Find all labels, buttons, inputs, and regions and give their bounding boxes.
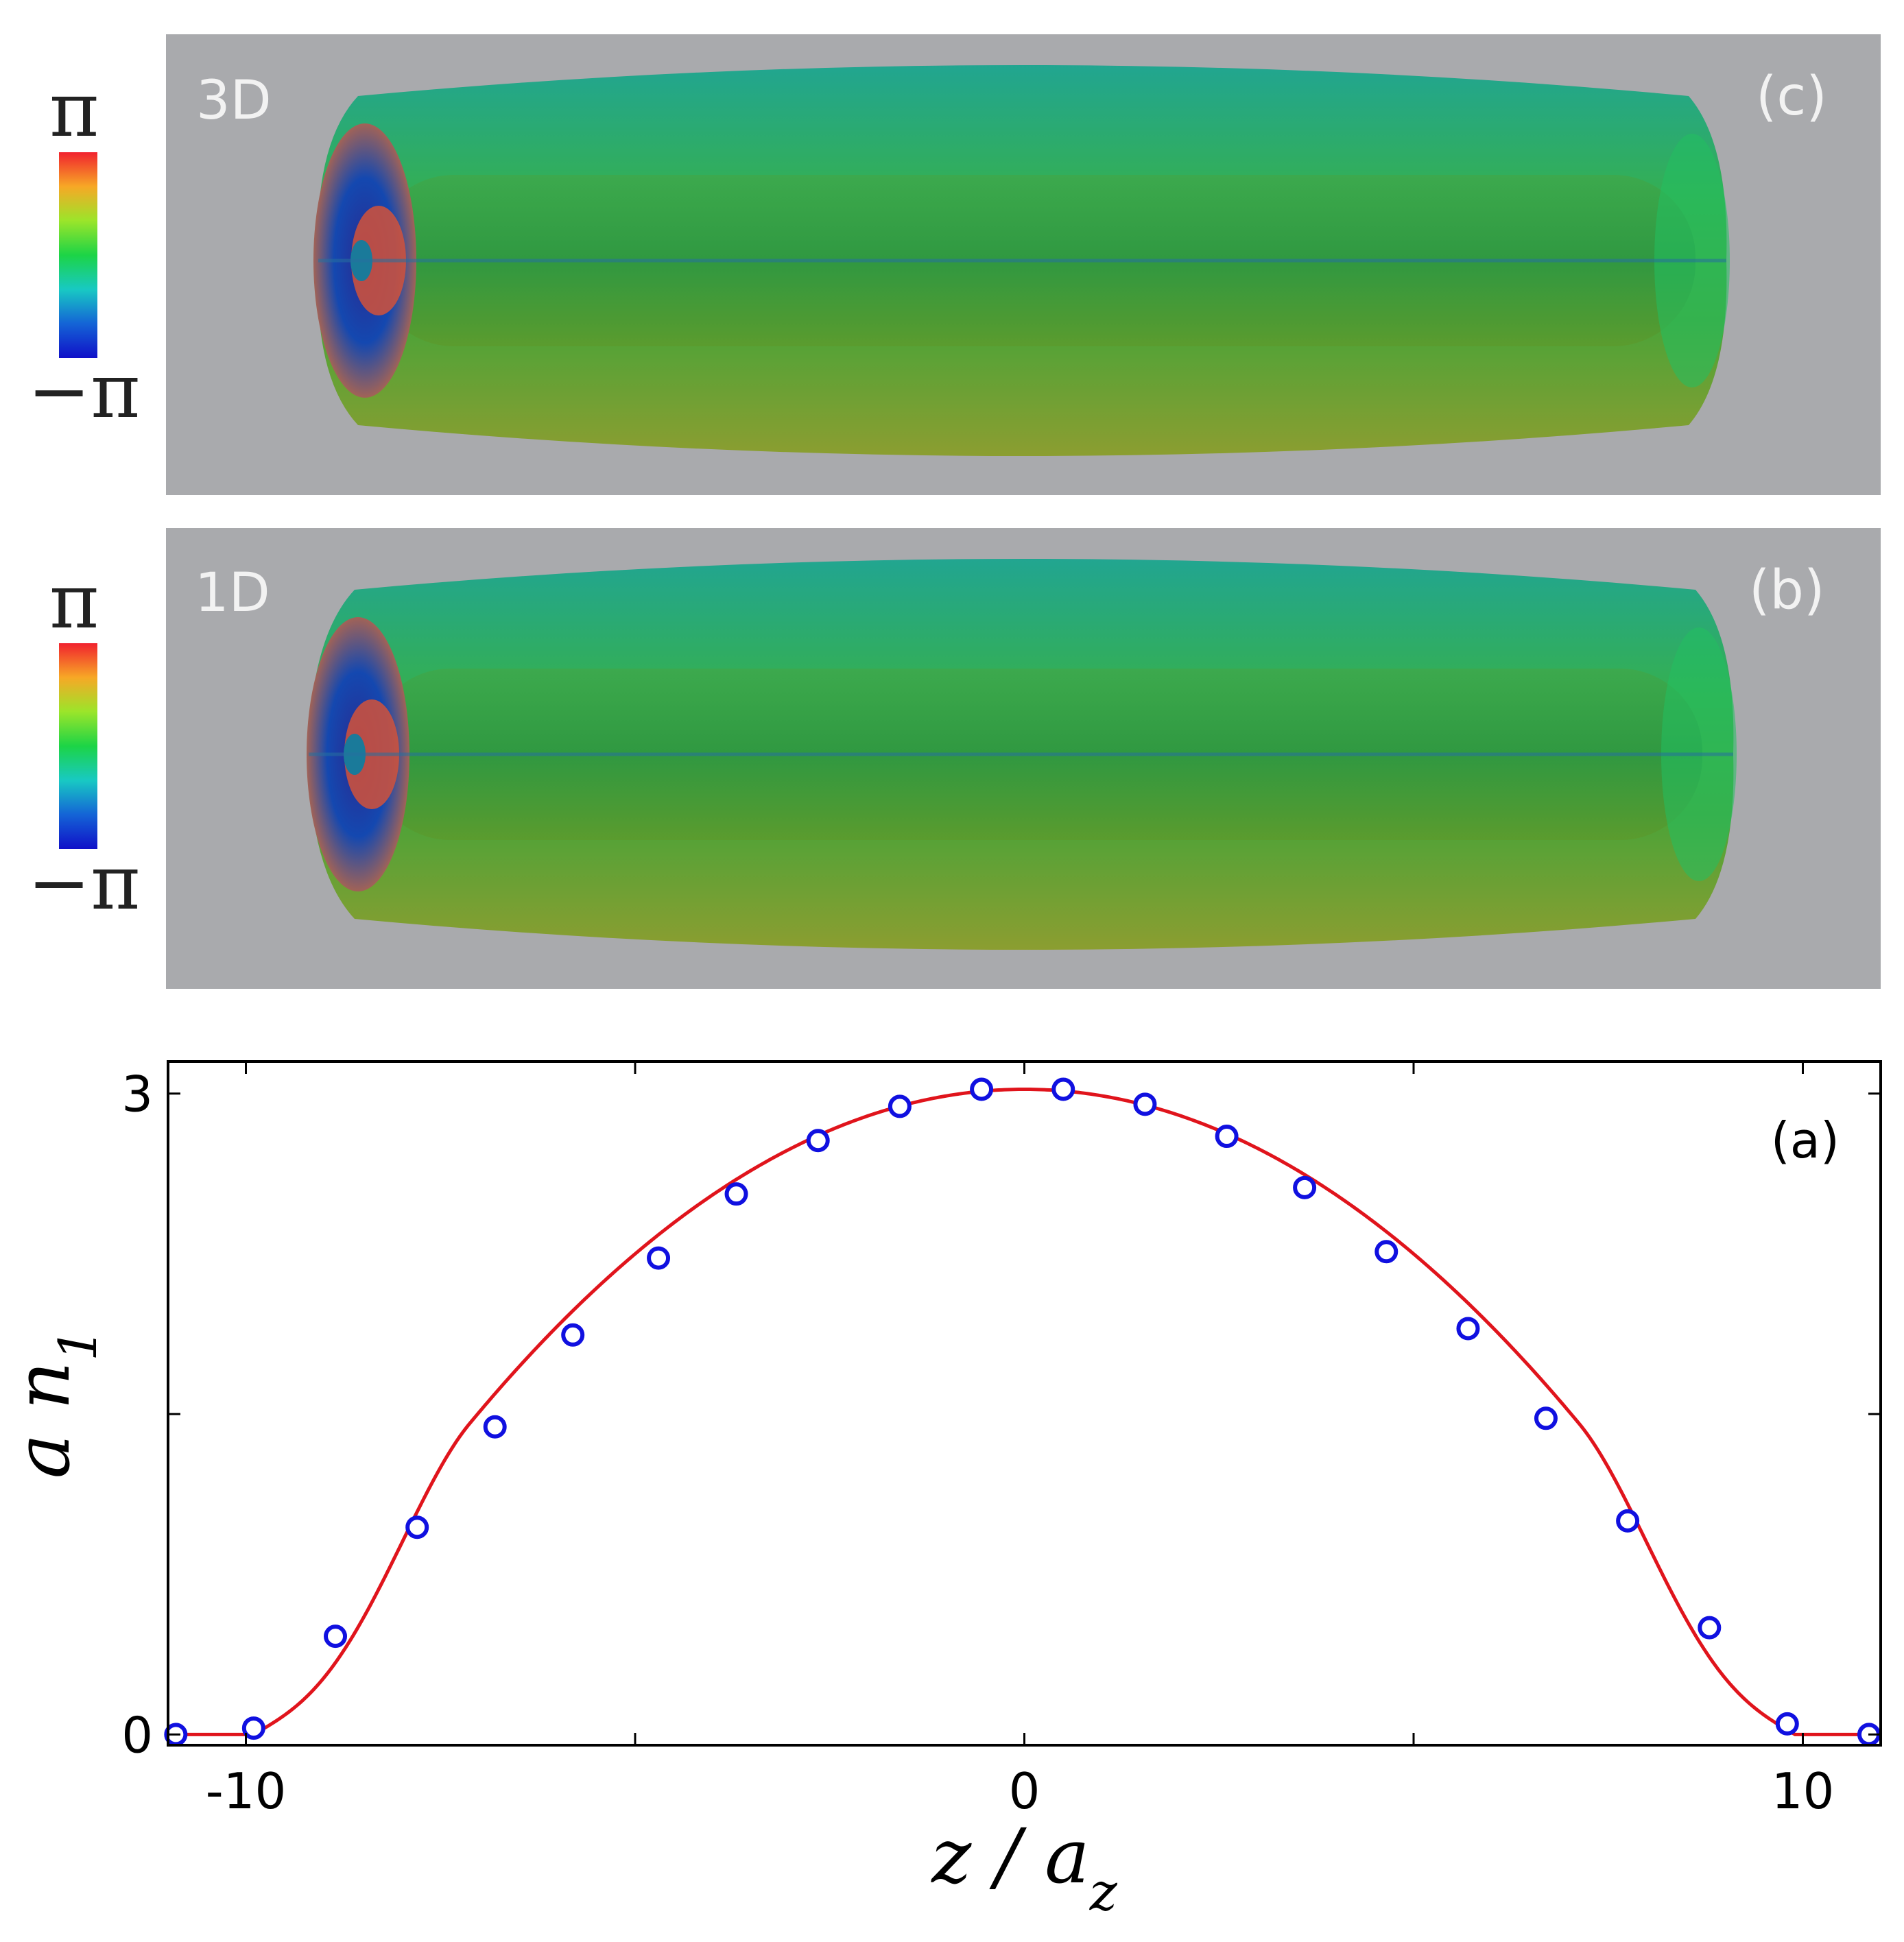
data-marker — [1775, 1712, 1799, 1736]
x-tick-label: -10 — [206, 1762, 287, 1820]
x-tick-label: 10 — [1772, 1762, 1835, 1820]
colorbar-bottom-label-c: −π — [27, 347, 141, 435]
dimension-label-3d: 3D — [196, 70, 272, 132]
data-marker — [647, 1246, 671, 1270]
data-marker — [241, 1716, 265, 1740]
data-marker — [405, 1515, 429, 1539]
data-marker — [1616, 1509, 1640, 1533]
plot-frame — [167, 1060, 1882, 1747]
data-marker — [806, 1129, 830, 1153]
colorbar-top-label-c: π — [49, 66, 99, 154]
data-marker — [1215, 1125, 1239, 1149]
data-marker — [970, 1077, 994, 1101]
data-marker — [1133, 1092, 1157, 1116]
data-marker — [1698, 1616, 1722, 1640]
panel-c-3d-render: 3D (c) — [166, 34, 1881, 495]
data-marker — [561, 1323, 585, 1347]
y-axis-label: a n1 — [0, 1328, 108, 1479]
dimension-label-1d: 1D — [195, 562, 270, 624]
data-marker — [1051, 1077, 1075, 1101]
colorbar-top-label-b: π — [49, 558, 99, 645]
data-marker — [724, 1182, 748, 1206]
y-tick-label: 3 — [121, 1066, 153, 1123]
phase-colorbar-b — [59, 643, 97, 849]
x-tick-label: 0 — [1009, 1762, 1040, 1820]
profile-curve — [168, 1087, 1881, 1736]
data-marker — [324, 1625, 348, 1649]
panel-b-1d-render: 1D (b) — [166, 528, 1881, 989]
data-marker — [483, 1415, 507, 1439]
data-marker — [1456, 1317, 1480, 1341]
data-marker — [888, 1094, 912, 1118]
panel-label-a: (a) — [1771, 1112, 1840, 1169]
panel-label-b: (b) — [1749, 560, 1825, 621]
x-axis-label: z / az — [930, 1812, 1118, 1922]
phase-colorbar-c — [59, 152, 97, 358]
y-tick-label: 0 — [121, 1706, 153, 1764]
condensate-render-b — [307, 559, 1737, 950]
condensate-render-c — [313, 65, 1730, 456]
data-marker — [1293, 1175, 1317, 1199]
data-marker — [1375, 1240, 1399, 1264]
colorbar-bottom-label-b: −π — [27, 839, 141, 926]
data-marker — [1534, 1406, 1558, 1430]
panel-label-c: (c) — [1756, 66, 1827, 128]
